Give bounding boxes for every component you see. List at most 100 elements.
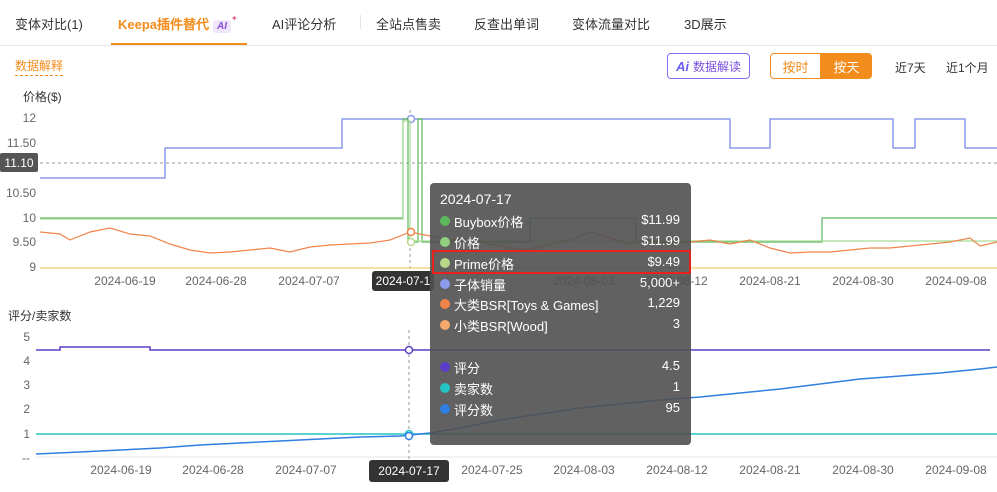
ai-badge: AI (213, 20, 232, 33)
price-ytick: 9 (29, 260, 36, 274)
by-hour-button[interactable]: 按时 (770, 53, 821, 79)
rating-ytick: 4 (23, 354, 30, 368)
range-7d-button[interactable]: 近7天 (895, 61, 926, 75)
tooltip-value: 1 (672, 379, 680, 394)
tooltip-row: 评分数 95 (440, 400, 680, 418)
rating-crosshair-date: 2024-07-17 (369, 460, 449, 482)
price-xtick: 2024-07-07 (278, 274, 340, 288)
series-buybox (40, 118, 997, 243)
legend-dot-icon (440, 258, 450, 268)
rating-xtick: 2024-06-28 (182, 463, 244, 477)
legend-dot-icon (440, 237, 450, 247)
series-child-sales (40, 118, 997, 179)
price-xtick: 2024-08-30 (832, 274, 894, 288)
tooltip-row: 大类BSR[Toys & Games] 1,229 (440, 295, 680, 313)
point-bsr-big (406, 227, 416, 237)
rating-ytick: 1 (23, 427, 30, 441)
point-prime (406, 237, 416, 247)
ai-interpret-label: 数据解读 (692, 59, 741, 74)
tab-divider (360, 15, 361, 29)
tooltip-row: 卖家数 1 (440, 379, 680, 397)
tooltip-value: $9.49 (647, 254, 680, 269)
price-ytick: 12 (23, 111, 37, 125)
legend-dot-icon (440, 383, 450, 393)
point-rating (404, 345, 414, 355)
sparkle-icon: ✦ (231, 14, 238, 23)
tooltip-row: Buybox价格 $11.99 (440, 212, 680, 230)
tooltip-value: 5,000+ (639, 275, 680, 290)
rating-ytick: 3 (23, 378, 30, 392)
tooltip-row: 子体销量 5,000+ (440, 275, 680, 293)
tab-reverse-keywords[interactable]: 反查出单词 (474, 17, 540, 32)
tooltip-row: Prime价格 $9.49 (440, 254, 680, 272)
range-1m-button[interactable]: 近1个月 (946, 61, 989, 75)
tab-3d[interactable]: 3D展示 (684, 17, 727, 32)
rating-xtick: 2024-08-03 (553, 463, 615, 477)
price-ytick: 10 (23, 211, 37, 225)
price-ytick: 9.50 (13, 235, 37, 249)
tooltip-name: 价格 (454, 236, 481, 251)
rating-xtick: 2024-06-19 (90, 463, 152, 477)
tooltip-row: 小类BSR[Wood] 3 (440, 316, 680, 334)
legend-dot-icon (440, 362, 450, 372)
tooltip-name: 卖家数 (454, 382, 494, 397)
rating-xtick: 2024-08-30 (832, 463, 894, 477)
tooltip-value: 4.5 (661, 358, 680, 373)
rating-xtick: 2024-07-07 (275, 463, 337, 477)
tooltip-row: 评分 4.5 (440, 358, 680, 376)
tab-variant-compare[interactable]: 变体对比(1) (15, 17, 83, 32)
ai-logo-icon: Ai (675, 58, 689, 74)
price-xtick: 2024-06-28 (185, 274, 247, 288)
rating-xtick: 2024-08-21 (739, 463, 801, 477)
legend-dot-icon (440, 279, 450, 289)
tooltip-name: 评分 (454, 361, 481, 376)
tooltip-name: Prime价格 (454, 257, 514, 272)
rating-ytick: -- (22, 451, 30, 465)
rating-xtick: 2024-07-25 (461, 463, 523, 477)
tab-bar: 变体对比(1) Keepa插件替代 AI✦ AI评论分析 全站点售卖 反查出单词 … (0, 0, 997, 46)
price-xtick: 2024-06-19 (94, 274, 156, 288)
rating-ytick: 2 (23, 402, 30, 416)
tooltip-name: 大类BSR[Toys & Games] (454, 298, 599, 313)
tooltip-name: Buybox价格 (454, 215, 524, 230)
rating-xtick: 2024-08-12 (646, 463, 708, 477)
tooltip-value: 1,229 (647, 295, 680, 310)
tooltip-value: 3 (672, 316, 680, 331)
price-xtick: 2024-08-21 (739, 274, 801, 288)
by-day-button[interactable]: 按天 (821, 53, 872, 79)
tab-keepa-label: Keepa插件替代 (118, 17, 210, 32)
tooltip-name: 小类BSR[Wood] (454, 319, 548, 334)
price-ytick: 10.50 (6, 186, 36, 200)
tooltip-name: 评分数 (454, 403, 494, 418)
tooltip-date: 2024-07-17 (440, 191, 512, 207)
legend-dot-icon (440, 299, 450, 309)
chart-tooltip: 2024-07-17 Buybox价格 $11.99 价格 $11.99 Pri… (430, 183, 691, 445)
rating-ylabel: 评分/卖家数 (8, 308, 71, 323)
tooltip-value: $11.99 (641, 212, 680, 227)
price-crosshair-date: 2024-07-1 (372, 271, 434, 291)
price-ytick: 11.50 (7, 136, 36, 150)
legend-dot-icon (440, 216, 450, 226)
tab-ai-review[interactable]: AI评论分析 (272, 17, 337, 32)
point-review-count (404, 431, 414, 441)
price-xtick: 2024-09-08 (925, 274, 987, 288)
tab-all-sites[interactable]: 全站点售卖 (376, 17, 442, 32)
price-crosshair-value: 11.10 (0, 153, 38, 172)
series-rating (36, 346, 990, 351)
highlight-box (432, 250, 691, 274)
legend-dot-icon (440, 404, 450, 414)
active-tab-indicator (111, 43, 247, 45)
tooltip-value: $11.99 (641, 233, 680, 248)
tooltip-value: 95 (665, 400, 680, 415)
tab-keepa-alternative[interactable]: Keepa插件替代 AI✦ (118, 14, 238, 33)
rating-xtick: 2024-09-08 (925, 463, 987, 477)
tooltip-row: 价格 $11.99 (440, 233, 680, 251)
rating-ytick: 5 (23, 330, 30, 344)
tooltip-name: 子体销量 (454, 278, 507, 293)
price-ylabel: 价格($) (23, 89, 62, 104)
data-explain-link[interactable]: 数据解释 (15, 57, 64, 76)
legend-dot-icon (440, 320, 450, 330)
ai-interpret-button[interactable]: Ai 数据解读 (667, 53, 750, 79)
tab-variant-traffic[interactable]: 变体流量对比 (572, 17, 651, 32)
